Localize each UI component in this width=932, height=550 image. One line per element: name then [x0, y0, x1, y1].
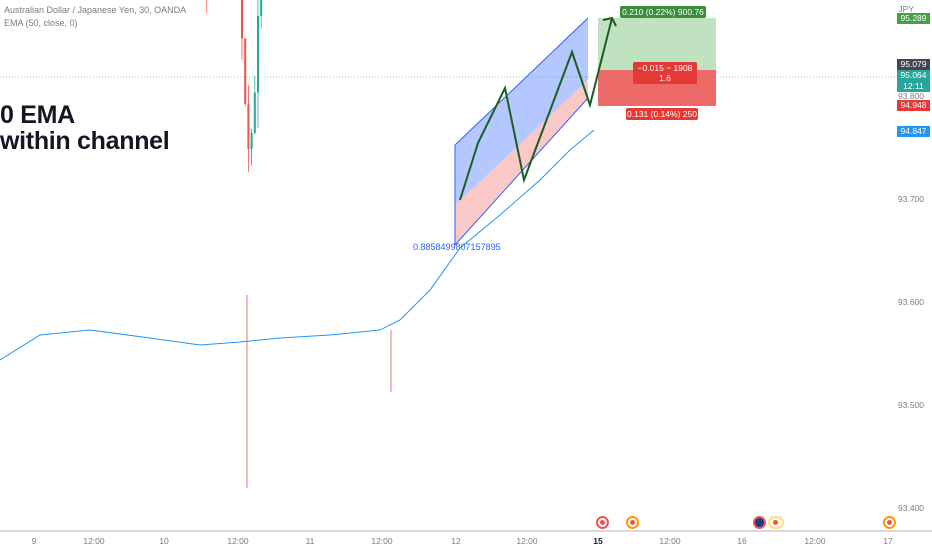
price-tick-label: 93.800 [898, 91, 924, 101]
time-tick-label: 16 [737, 536, 747, 546]
time-tick-label: 17 [883, 536, 893, 546]
channel-lower-zone [455, 80, 588, 245]
price-tick-label: 93.700 [898, 194, 924, 204]
entry-ratio-text: 1.6 [659, 73, 671, 83]
target-price-tag: 95.289 [897, 13, 930, 24]
entry-label-text: −0.015 ~ 1908 [637, 63, 693, 73]
last-price-tag: 95.079 [897, 59, 930, 70]
time-tick-label: 15 [593, 536, 603, 546]
ema-line [0, 129, 595, 361]
candle-body [260, 0, 263, 17]
stop-label: 0.131 (0.14%) 250 [626, 108, 698, 120]
stop-price-tag: 94.948 [897, 100, 930, 111]
profit-zone [598, 18, 716, 70]
symbol-title[interactable]: Australian Dollar / Japanese Yen, 30, OA… [4, 5, 187, 15]
currency-label: JPY [898, 4, 914, 14]
candle-body [253, 92, 256, 134]
projection-path [459, 17, 613, 201]
target-label: 0.210 (0.22%) 900.76 [620, 6, 706, 18]
time-tick-label: 12:00 [804, 536, 826, 546]
time-tick-label: 9 [31, 536, 37, 546]
time-tick-label: 10 [159, 536, 169, 546]
countdown-tag: 12:11 [897, 81, 930, 92]
fib-label: 0.8858499807157895 [413, 242, 501, 252]
time-tick-label: 12:00 [371, 536, 393, 546]
time-tick-label: 12 [451, 536, 461, 546]
chart-legend: Australian Dollar / Japanese Yen, 30, OA… [4, 4, 186, 30]
time-tick-label: 12:00 [659, 536, 681, 546]
time-tick-label: 12:00 [227, 536, 249, 546]
price-tick-label: 93.400 [898, 503, 924, 513]
time-tick-label: 12:00 [516, 536, 538, 546]
time-tick-label: 11 [305, 536, 315, 546]
current-price-tag: 95.064 [897, 70, 930, 81]
candle-body [241, 0, 243, 39]
overlay-text-line1: 0 EMA [0, 101, 75, 129]
price-tick-label: 93.500 [898, 400, 924, 410]
arrow-head-icon [602, 16, 617, 27]
entry-label: −0.015 ~ 1908 1.6 [633, 62, 697, 84]
news-event-icon[interactable] [768, 516, 784, 529]
channel-upper-zone [455, 18, 588, 205]
time-tick-label: 12:00 [83, 536, 105, 546]
candle-body [250, 133, 253, 149]
event-flag-icon[interactable] [596, 516, 609, 529]
ema-price-tag: 94.847 [897, 126, 930, 137]
indicator-title[interactable]: EMA (50, close, 0) [4, 18, 78, 28]
candle-body [244, 38, 247, 104]
event-flag-icon[interactable] [883, 516, 896, 529]
overlay-text-line2: within channel [0, 127, 170, 155]
australia-flag-icon[interactable] [753, 516, 766, 529]
candle-body [247, 103, 250, 149]
price-tick-label: 93.600 [898, 297, 924, 307]
candle-body [257, 16, 259, 93]
channel-upper-line [454, 17, 589, 146]
event-flag-icon[interactable] [626, 516, 639, 529]
